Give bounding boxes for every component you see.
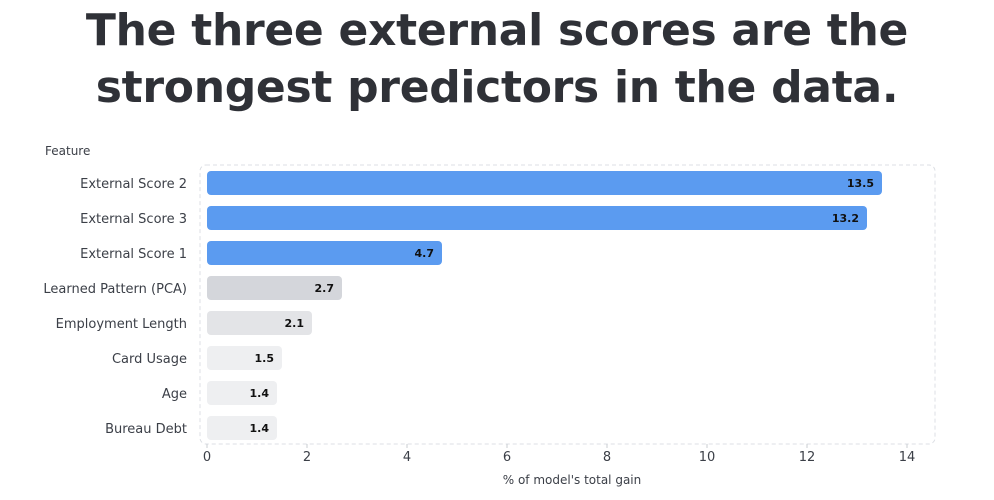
category-label: External Score 2 (80, 177, 187, 192)
bar (207, 171, 882, 195)
data-label: 1.5 (255, 352, 275, 365)
bar (207, 381, 277, 405)
x-tick-label: 6 (503, 450, 511, 465)
category-label: External Score 1 (80, 247, 187, 262)
x-tick-label: 4 (403, 450, 411, 465)
data-label: 2.1 (285, 317, 305, 330)
data-label: 1.4 (250, 387, 270, 400)
category-label: Employment Length (56, 317, 187, 332)
category-label: Age (162, 387, 187, 402)
bar (207, 311, 312, 335)
category-label: Bureau Debt (105, 422, 187, 437)
bar (207, 416, 277, 440)
data-label: 4.7 (415, 247, 435, 260)
category-label: Learned Pattern (PCA) (43, 282, 187, 297)
data-label: 2.7 (315, 282, 335, 295)
bar (207, 241, 442, 265)
bar (207, 276, 342, 300)
x-tick-label: 12 (799, 450, 816, 465)
data-label: 13.2 (832, 212, 859, 225)
x-tick-label: 8 (603, 450, 611, 465)
x-axis-title: % of model's total gain (503, 473, 642, 487)
category-label: External Score 3 (80, 212, 187, 227)
x-tick-label: 0 (203, 450, 211, 465)
chart-headline: The three external scores are the strong… (85, 5, 909, 113)
y-axis-title: Feature (45, 144, 90, 158)
x-tick-label: 2 (303, 450, 311, 465)
x-tick-label: 14 (899, 450, 916, 465)
category-label: Card Usage (112, 352, 187, 367)
x-tick-label: 10 (699, 450, 716, 465)
bar (207, 346, 282, 370)
bar (207, 206, 867, 230)
data-label: 13.5 (847, 177, 874, 190)
data-label: 1.4 (250, 422, 270, 435)
